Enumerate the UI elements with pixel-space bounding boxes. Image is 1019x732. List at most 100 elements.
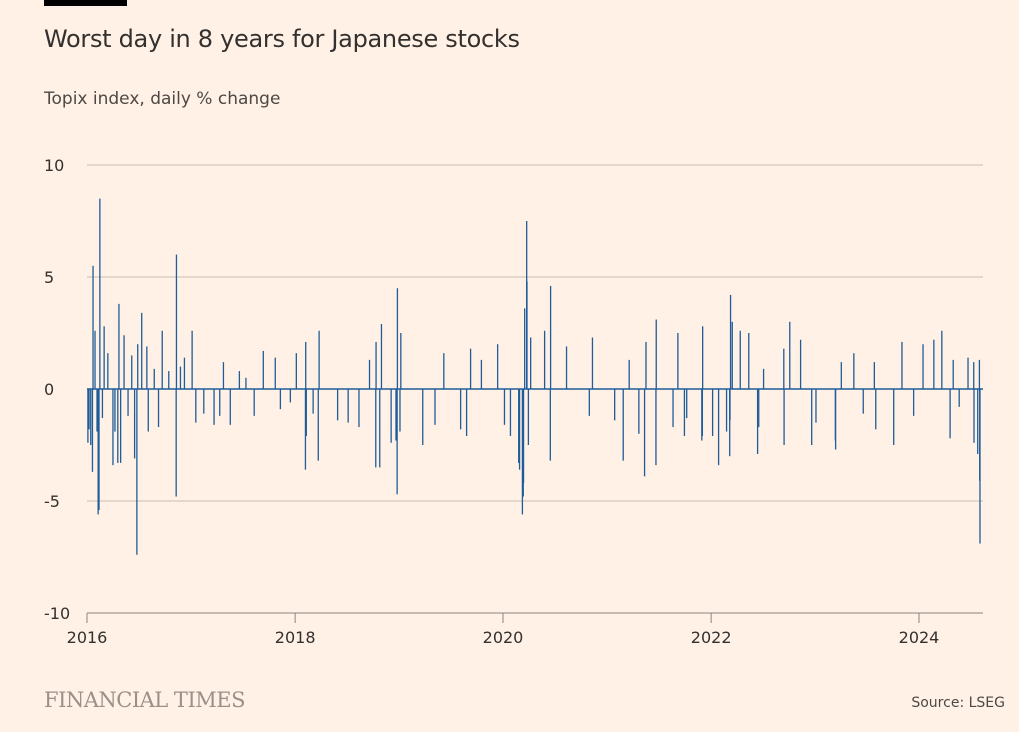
data-bar xyxy=(762,368,765,389)
data-bar xyxy=(522,389,525,484)
data-bar xyxy=(175,254,178,389)
data-bar xyxy=(967,357,969,389)
data-bar xyxy=(347,389,349,423)
data-bar xyxy=(101,389,104,419)
x-tick-label: 2022 xyxy=(691,628,732,647)
data-bar xyxy=(683,389,686,437)
data-bar xyxy=(748,333,750,389)
data-bar xyxy=(591,337,594,389)
data-bar xyxy=(399,389,401,432)
data-bar xyxy=(238,371,241,389)
data-bar xyxy=(127,389,129,416)
data-bar xyxy=(133,389,136,459)
data-bar xyxy=(711,389,714,437)
data-bar xyxy=(509,389,512,437)
data-bar xyxy=(213,389,215,425)
data-bar xyxy=(588,389,590,416)
data-bar xyxy=(799,339,802,389)
data-bar xyxy=(521,389,524,515)
data-bar xyxy=(380,324,383,389)
data-bar xyxy=(245,377,247,389)
data-bar xyxy=(645,341,647,389)
data-bar xyxy=(92,265,94,389)
data-bar xyxy=(893,389,895,445)
data-bar xyxy=(117,389,119,463)
data-bar xyxy=(94,330,96,389)
data-bar xyxy=(318,330,320,389)
data-bar xyxy=(97,389,99,515)
data-bar xyxy=(123,335,125,389)
data-bar xyxy=(390,389,392,443)
data-bar xyxy=(614,389,616,421)
data-bar xyxy=(565,346,568,389)
data-bar xyxy=(119,389,122,463)
data-bar xyxy=(717,389,720,466)
data-bar xyxy=(862,389,864,414)
y-tick-label: -5 xyxy=(44,492,60,511)
data-bar xyxy=(480,359,483,389)
data-bar xyxy=(912,389,915,416)
data-bar xyxy=(643,389,646,477)
data-bar xyxy=(358,389,360,428)
data-bar xyxy=(672,389,674,428)
data-bar xyxy=(758,389,760,428)
data-bar xyxy=(875,389,877,430)
data-bar xyxy=(400,333,402,389)
data-bar xyxy=(305,389,307,437)
data-bar xyxy=(677,333,679,389)
data-bar xyxy=(655,389,657,466)
data-bar xyxy=(941,330,943,389)
data-bar xyxy=(729,389,731,457)
y-tick-label: 0 xyxy=(44,380,54,399)
data-bar xyxy=(98,389,100,510)
data-bar xyxy=(147,389,149,432)
source-note: Source: LSEG xyxy=(911,695,1005,711)
data-bar xyxy=(526,281,528,389)
y-tick-label: -10 xyxy=(44,604,70,623)
data-bar xyxy=(973,362,975,389)
data-bar xyxy=(157,389,160,428)
data-bar xyxy=(274,357,276,389)
data-bar xyxy=(90,389,92,445)
data-bar xyxy=(368,359,371,389)
data-bar xyxy=(840,362,842,389)
data-bar xyxy=(146,346,148,389)
data-bar xyxy=(834,389,837,450)
data-bar xyxy=(336,389,339,421)
data-bar xyxy=(161,330,163,389)
data-bar xyxy=(873,362,875,389)
data-bar xyxy=(789,321,791,389)
data-bar xyxy=(279,389,282,410)
x-tick-label: 2018 xyxy=(275,628,316,647)
data-bar xyxy=(191,330,193,389)
data-bar xyxy=(901,341,903,389)
data-bar xyxy=(203,389,205,414)
data-bar xyxy=(973,389,975,443)
chart-title: Worst day in 8 years for Japanese stocks xyxy=(44,25,520,53)
y-tick-label: 5 xyxy=(44,268,54,287)
data-bar xyxy=(179,366,182,389)
data-bar xyxy=(958,389,960,407)
data-bar xyxy=(655,319,657,389)
data-bar xyxy=(933,339,935,389)
data-bar xyxy=(496,344,499,389)
data-bar xyxy=(153,368,155,389)
data-bar xyxy=(289,389,292,403)
data-bar xyxy=(731,321,733,389)
data-bar xyxy=(91,389,94,472)
data-bar xyxy=(739,330,741,389)
data-bar xyxy=(312,389,314,414)
data-bar xyxy=(702,326,704,389)
data-bar xyxy=(183,357,186,389)
data-bar xyxy=(295,353,297,389)
data-bar xyxy=(219,389,221,416)
data-bar xyxy=(107,353,109,389)
data-bar xyxy=(395,389,397,441)
x-tick-label: 2024 xyxy=(899,628,940,647)
data-bar xyxy=(518,389,520,463)
data-bar xyxy=(949,389,951,439)
data-bar xyxy=(527,389,530,445)
data-bar xyxy=(638,389,640,434)
data-bar xyxy=(783,348,785,389)
